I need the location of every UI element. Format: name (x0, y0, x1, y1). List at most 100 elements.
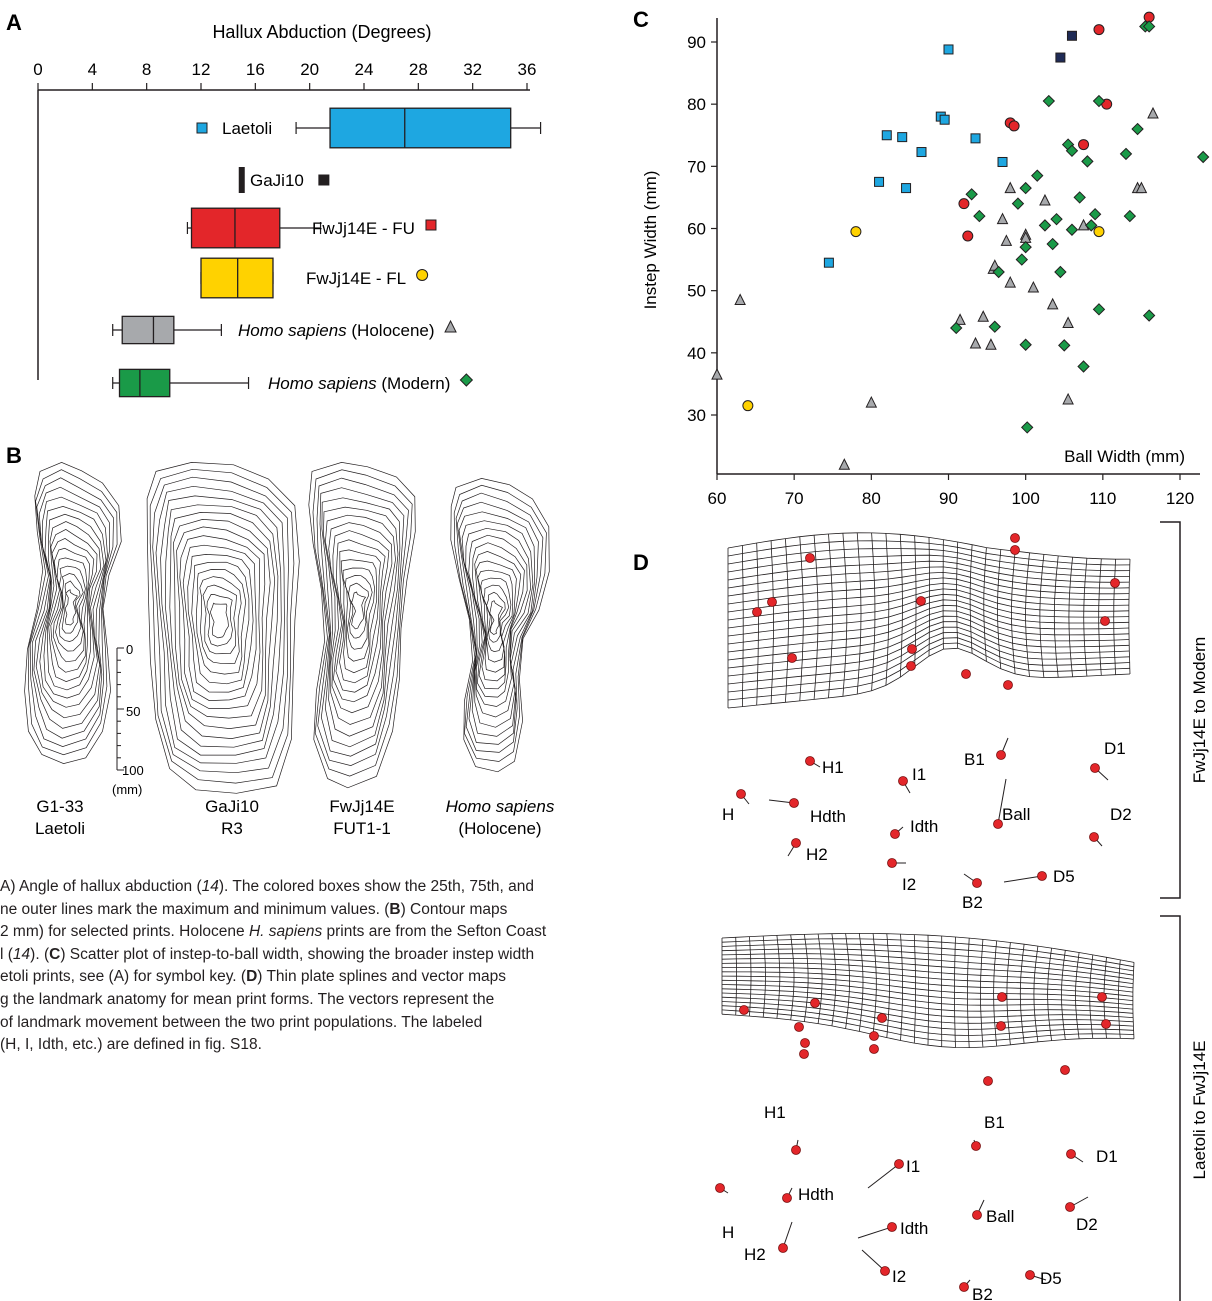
landmark-dot (916, 596, 926, 606)
scatter-point (874, 176, 885, 187)
landmark-label: Hdth (798, 1185, 834, 1204)
panel-c-scatter: C 60 70 80 90 100 110 120 30 40 50 60 70 80 90 Ball W… (633, 7, 1210, 508)
a-tick-label: 20 (300, 60, 319, 79)
landmark-point (993, 819, 1003, 829)
landmark-label: B1 (984, 1113, 1005, 1132)
scatter-point (850, 226, 862, 238)
landmark-dot (877, 1013, 887, 1023)
bracket-top (1160, 521, 1181, 899)
scatter-point (992, 265, 1005, 279)
scatter-point (939, 114, 950, 125)
scatter-point (1027, 280, 1040, 293)
landmark-vector (997, 778, 1007, 825)
scatter-point (1019, 240, 1032, 254)
landmark-dot (767, 597, 777, 607)
scatter-point (943, 44, 954, 55)
scatter-point (958, 198, 970, 210)
side-label-top: FwJj14E to Modern (1190, 637, 1209, 783)
landmark-point (789, 798, 799, 808)
landmark-label: H1 (764, 1103, 786, 1122)
print-label-1-line2: Laetoli (35, 819, 85, 838)
a-legend-marker (425, 219, 437, 231)
a-legend-marker (196, 122, 208, 134)
grid-line-h (721, 932, 1135, 963)
scatter-point (838, 458, 851, 470)
caption-line: of landmark movement between the two pri… (0, 1013, 483, 1031)
landmark-dot (907, 644, 917, 654)
landmark-dot (739, 1005, 749, 1015)
a-row-label: Homo sapiens (Holocene) (238, 321, 435, 340)
scatter-point (1039, 193, 1051, 206)
landmark-dot (752, 607, 762, 617)
print-contour-fwjj14e (308, 462, 416, 789)
scatter-point (823, 257, 834, 268)
landmark-point (898, 776, 908, 786)
landmark-point (971, 1141, 981, 1151)
scatter-point (1142, 309, 1156, 322)
scatter-point (1142, 20, 1156, 33)
landmark-point (1066, 1149, 1076, 1159)
a-row: Homo sapiens (Holocene) (112, 315, 457, 345)
scatter-point (1093, 226, 1105, 238)
landmark-label: Hdth (810, 807, 846, 826)
caption-line: ne outer lines mark the maximum and mini… (0, 900, 508, 918)
scatter-point (1054, 265, 1067, 279)
panel-b-scale-50: 50 (126, 704, 140, 719)
landmark-dot (1010, 545, 1020, 555)
landmark-label: Idth (900, 1219, 928, 1238)
grid-line-h (722, 967, 1133, 993)
c-y-tick-label: 80 (687, 95, 706, 114)
caption-line: A) Angle of hallux abduction (14). The c… (0, 878, 534, 895)
scatter-point (1093, 24, 1105, 36)
bracket-bottom (1160, 915, 1181, 1301)
a-tick-label: 12 (192, 60, 211, 79)
landmark-label: B2 (962, 893, 983, 912)
landmark-dot (1110, 578, 1120, 588)
a-tick-label: 4 (88, 60, 97, 79)
grid-line-h (727, 610, 1130, 653)
landmark-dot (1097, 992, 1107, 1002)
scatter-point (970, 133, 981, 144)
panel-c-points (711, 11, 1210, 470)
scatter-point (1021, 421, 1034, 434)
landmark-label: H (722, 805, 734, 824)
grid-line-h (727, 548, 1130, 572)
scatter-point (988, 320, 1002, 333)
side-label-bottom: Laetoli to FwJj14E (1190, 1041, 1209, 1180)
landmark-dot (1003, 680, 1013, 690)
c-x-tick-label: 60 (708, 489, 727, 508)
panel-b-labels: G1-33 Laetoli GaJi10 R3 FwJj14E FUT1-1 H… (35, 797, 555, 838)
grid-line-h (727, 631, 1130, 685)
scatter-point (1031, 169, 1044, 182)
scatter-point (962, 230, 974, 242)
a-legend-marker (318, 174, 330, 186)
scatter-point (1092, 94, 1106, 108)
print-label-2-line2: R3 (221, 819, 243, 838)
a-legend-marker (459, 373, 474, 387)
c-x-tick-label: 120 (1166, 489, 1194, 508)
landmark-point (880, 1266, 890, 1276)
scatter-point (916, 147, 927, 158)
grid-line-h (721, 1005, 1134, 1036)
grid-line-h (727, 588, 1129, 621)
a-tick-label: 36 (518, 60, 537, 79)
landmark-dot (1101, 1019, 1111, 1029)
landmark-point (887, 858, 897, 868)
c-y-tick-label: 70 (687, 157, 706, 176)
print-label-3-line2: FUT1-1 (333, 819, 391, 838)
landmark-dot (800, 1038, 810, 1048)
a-box (200, 257, 274, 299)
scatter-point (897, 132, 908, 143)
grid-line-h (727, 571, 1130, 597)
landmark-label: Ball (1002, 805, 1030, 824)
grid-line-h (727, 615, 1130, 661)
landmark-label: D2 (1110, 805, 1132, 824)
scatter-point (1073, 191, 1086, 204)
grid-line-h (727, 560, 1130, 583)
landmark-label: I1 (906, 1157, 920, 1176)
scatter-point (1077, 360, 1090, 373)
a-row-label: FwJj14E - FL (306, 269, 406, 288)
panel-a-box-plot: A Hallux Abduction (Degrees) 0 4 8 12 16 20 24… (6, 10, 542, 398)
a-tick-label: 16 (246, 60, 265, 79)
a-row-label: FwJj14E - FU (312, 219, 415, 238)
